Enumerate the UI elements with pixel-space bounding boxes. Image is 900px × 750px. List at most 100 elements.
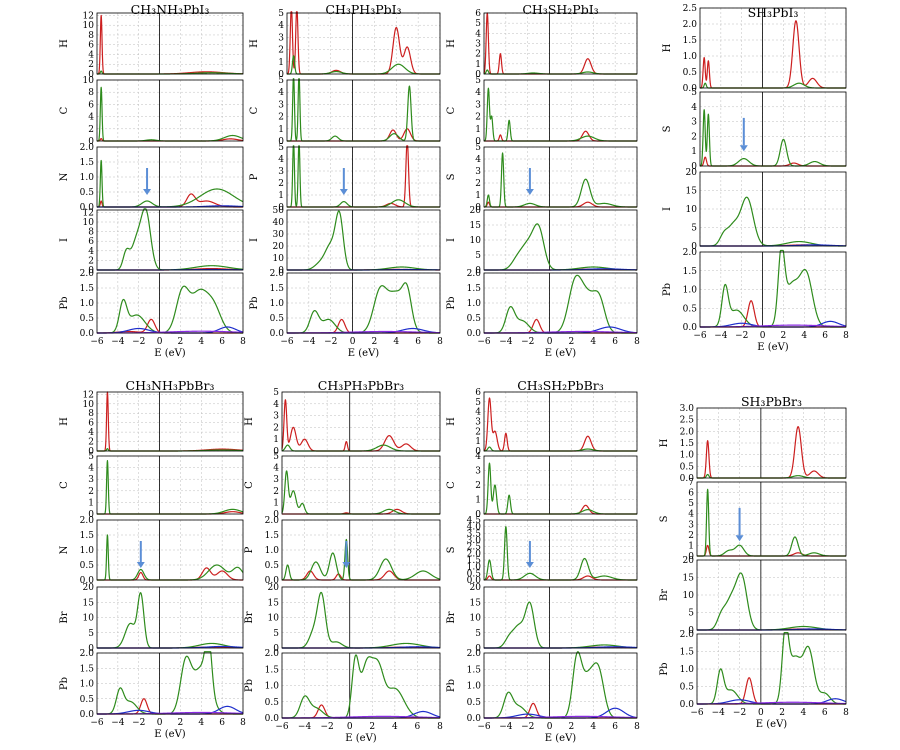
dos-curve-p-green	[483, 69, 638, 75]
y-tick-label: 0.0	[270, 329, 285, 339]
x-tick-label: −2	[733, 708, 746, 718]
annotation-arrow	[735, 507, 744, 542]
x-tick-label: 8	[634, 722, 640, 732]
dos-curve-p-green	[483, 446, 638, 452]
y-tick-label: 4	[475, 155, 481, 165]
y-tick-label: 1	[273, 435, 279, 445]
x-tick-label: 4	[801, 708, 807, 718]
y-tick-label: 0	[475, 447, 481, 457]
x-tick-label: −6	[477, 722, 491, 732]
y-tick-label: 10	[683, 591, 695, 601]
y-tick-label: 2.0	[680, 427, 695, 437]
dos-curve-s-red	[96, 193, 244, 208]
chart-title: CH₃SH₂PbBr₃	[517, 378, 604, 393]
panel-element-label: C	[244, 481, 255, 489]
dos-panel: 0 5 10 15 20 Br	[446, 583, 638, 654]
annotation-arrow	[525, 168, 534, 195]
y-tick-label: 0.5	[80, 314, 95, 324]
y-tick-label: 1	[88, 498, 94, 508]
x-tick-label: −4	[298, 722, 312, 732]
dos-panel: 0.0 0.5 1.0 1.5 2.0 N	[59, 516, 244, 586]
dos-panel: 0 1 2 3 4 5 S	[662, 88, 847, 172]
y-tick-label: 6	[88, 100, 94, 110]
pdos-chart: CH₃PH₃PbI₃012345H012345C012345P010203040…	[249, 2, 443, 359]
x-tick-label: −6	[90, 718, 104, 728]
y-tick-label: 0.5	[270, 314, 285, 324]
y-tick-label: 6	[88, 419, 94, 429]
annotation-arrow	[739, 117, 748, 152]
x-axis-label: E (eV)	[756, 719, 788, 730]
dos-curve-p-green	[483, 87, 638, 142]
y-tick-label: 4	[278, 155, 284, 165]
y-tick-label: 15	[268, 598, 280, 608]
x-tick-label: 4	[801, 331, 807, 341]
y-tick-label: 1.0	[265, 546, 280, 556]
x-tick-label: 6	[415, 722, 421, 732]
y-tick-label: 10	[273, 254, 285, 264]
x-tick-label: −2	[521, 337, 534, 347]
panel-element-label: S	[662, 125, 673, 132]
y-tick-label: 1.5	[265, 665, 280, 675]
y-tick-label: 2	[475, 50, 481, 60]
panel-element-label: S	[446, 173, 457, 180]
panel-frame	[281, 652, 441, 719]
y-tick-label: 1	[688, 541, 694, 551]
panel-frame	[696, 559, 847, 631]
x-tick-label: 0	[547, 337, 553, 347]
y-tick-label: 5	[278, 143, 284, 153]
dos-curve-s-red	[96, 391, 244, 452]
y-tick-label: 6	[688, 489, 694, 499]
dos-panel: 0 1 2 3 4 5 C	[249, 76, 441, 147]
y-tick-label: 20	[470, 206, 482, 216]
y-tick-label: 0.0	[680, 700, 695, 710]
y-tick-label: 0	[88, 510, 94, 520]
x-tick-label: 4	[392, 722, 398, 732]
panel-frame	[699, 91, 847, 167]
y-tick-label: 1	[475, 60, 481, 70]
x-tick-label: 6	[822, 708, 828, 718]
dos-curve-s-red	[483, 397, 638, 452]
x-tick-label: 2	[178, 337, 184, 347]
y-tick-label: 3	[278, 100, 284, 110]
y-tick-label: 2	[475, 481, 481, 491]
y-tick-label: 0.5	[467, 314, 482, 324]
y-tick-label: 5	[273, 452, 279, 462]
pdos-chart: CH₃SH₂PbBr₃0123456H01234C0.00.51.01.52.0…	[446, 378, 640, 744]
y-tick-label: 3	[273, 412, 279, 422]
chart-title: SH₃PbBr₃	[741, 394, 802, 409]
dos-curve-s-red	[286, 128, 441, 142]
y-tick-label: 10	[83, 400, 95, 410]
x-tick-label: 8	[437, 337, 443, 347]
y-tick-label: 0	[278, 203, 284, 213]
y-tick-label: 12	[83, 390, 94, 400]
panel-frame	[96, 12, 244, 75]
x-axis-label: E (eV)	[348, 348, 380, 359]
y-tick-label: 2	[278, 179, 284, 189]
y-tick-label: 1.0	[467, 682, 482, 692]
y-tick-label: 0.5	[80, 695, 95, 705]
y-tick-label: 4	[688, 510, 694, 520]
dos-curve-p-green	[483, 601, 638, 649]
panel-frame	[483, 586, 638, 649]
x-tick-label: 2	[369, 722, 375, 732]
y-tick-label: 0.5	[680, 462, 695, 472]
y-tick-label: 0	[273, 447, 279, 457]
y-tick-label: 0.0	[467, 329, 482, 339]
y-tick-label: 5	[475, 251, 481, 261]
y-tick-label: 1	[278, 191, 284, 201]
dos-curve-p-green	[696, 632, 847, 705]
panel-frame	[696, 633, 847, 705]
x-tick-label: 2	[779, 708, 785, 718]
panel-element-label: Pb	[249, 296, 260, 309]
chart-title: CH₃NH₃PbBr₃	[126, 378, 215, 393]
y-tick-label: 0.5	[80, 188, 95, 198]
y-tick-label: 0	[88, 70, 94, 80]
y-tick-label: 2.0	[270, 269, 285, 279]
y-tick-label: 0.0	[80, 329, 95, 339]
y-tick-label: 0	[273, 644, 279, 654]
y-tick-label: 5	[88, 452, 94, 462]
dos-panel: 0 10 20 30 40 50 I	[249, 206, 441, 276]
